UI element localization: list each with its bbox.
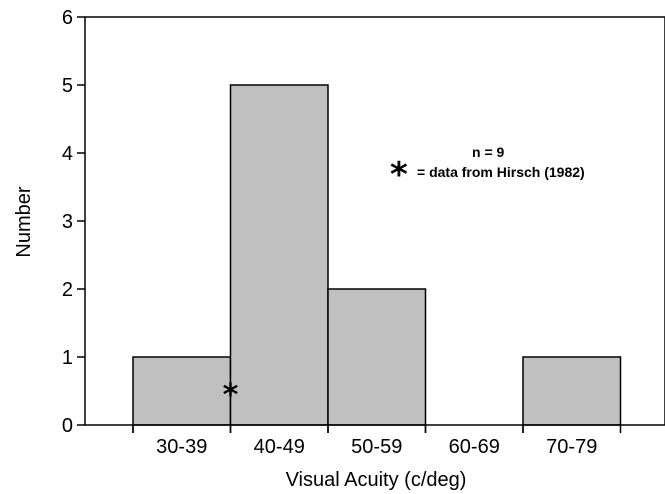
x-axis-title: Visual Acuity (c/deg) <box>286 469 467 491</box>
legend-marker-symbol: * <box>390 155 408 195</box>
y-axis-title: Number <box>13 186 35 257</box>
bar-30-39 <box>132 356 232 426</box>
y-tick-label-6: 6 <box>62 7 73 29</box>
sample-size-annotation: n = 9 <box>472 144 505 160</box>
x-tick-label-60-69: 60-69 <box>449 436 500 458</box>
y-tick-label-1: 1 <box>62 347 73 369</box>
bar-70-79 <box>522 356 622 426</box>
y-tick-label-4: 4 <box>62 143 73 165</box>
legend-marker-label: = data from Hirsch (1982) <box>417 164 585 180</box>
x-tick-label-30-39: 30-39 <box>156 436 207 458</box>
bar-40-49 <box>229 84 329 426</box>
bar-50-59 <box>327 288 427 426</box>
ticks-group: 0 1 2 3 4 5 6 30-39 40-49 50-59 60-69 70-79 <box>62 7 622 458</box>
y-tick-label-2: 2 <box>62 279 73 301</box>
bars-group <box>132 84 622 426</box>
y-tick-label-0: 0 <box>62 415 73 437</box>
hirsch-data-marker: * <box>223 378 239 413</box>
x-tick-label-50-59: 50-59 <box>351 436 402 458</box>
x-tick-label-70-79: 70-79 <box>546 436 597 458</box>
y-tick-label-3: 3 <box>62 211 73 233</box>
x-tick-label-40-49: 40-49 <box>254 436 305 458</box>
y-tick-label-5: 5 <box>62 75 73 97</box>
